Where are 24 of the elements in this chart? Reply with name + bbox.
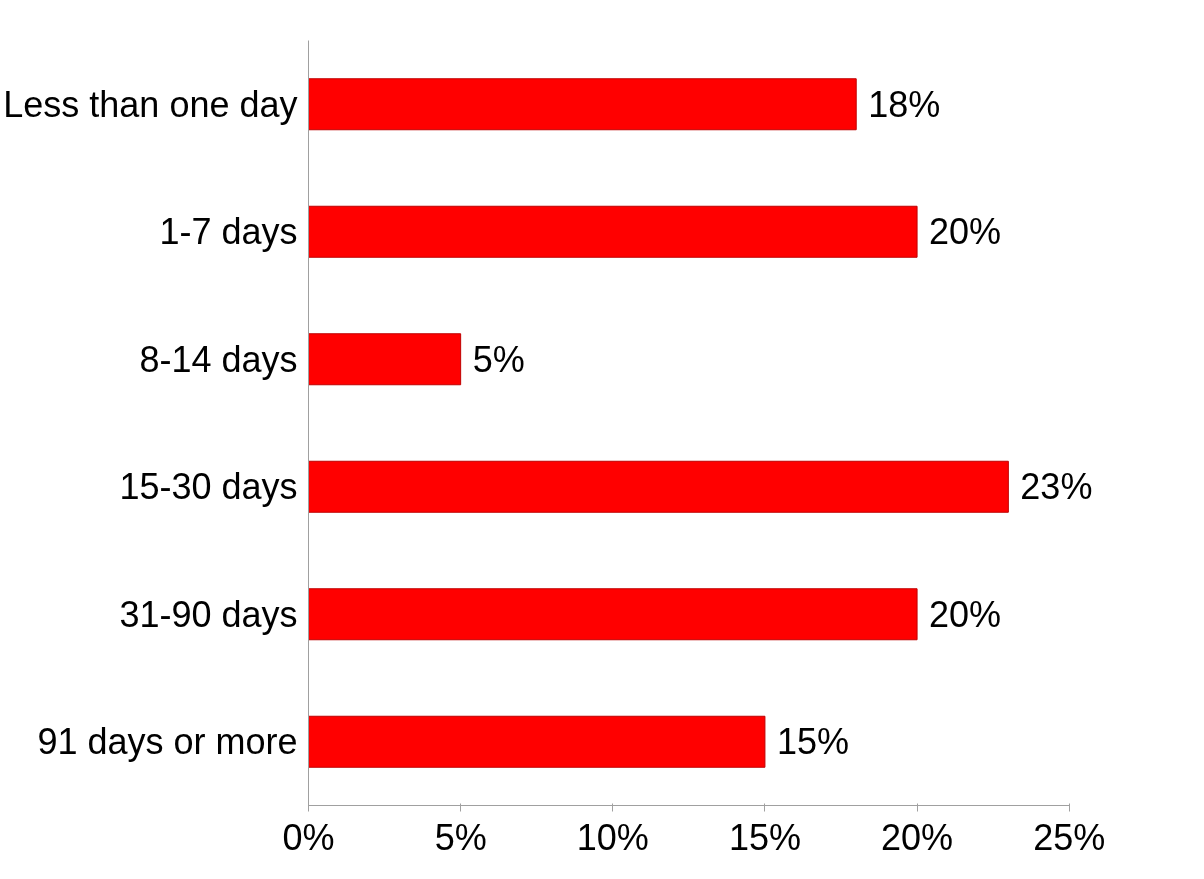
data-label: 20%: [929, 211, 1002, 253]
data-label: 5%: [472, 338, 525, 380]
bar: [308, 460, 1009, 513]
x-tick-label: 0%: [282, 816, 335, 858]
x-tick-label: 25%: [1033, 816, 1106, 858]
x-tick-label: 10%: [576, 816, 649, 858]
y-tick-label: 8-14 days: [139, 338, 298, 380]
data-label: 20%: [929, 593, 1002, 635]
data-label: 18%: [868, 83, 941, 125]
y-tick-label: Less than one day: [3, 83, 298, 125]
y-tick-label: 31-90 days: [119, 593, 298, 635]
data-label: 15%: [776, 721, 849, 763]
y-tick-label: 1-7 days: [159, 211, 298, 253]
y-tick-label: 15-30 days: [119, 466, 298, 508]
data-label: 23%: [1020, 466, 1093, 508]
x-tick-label: 20%: [881, 816, 954, 858]
bar: [308, 333, 462, 386]
bar: [308, 715, 766, 768]
y-tick-label: 91 days or more: [37, 721, 298, 763]
bar: [308, 588, 918, 641]
bar: [308, 205, 918, 258]
x-tick-label: 5%: [434, 816, 487, 858]
x-tick-label: 15%: [728, 816, 801, 858]
bar: [308, 78, 857, 131]
